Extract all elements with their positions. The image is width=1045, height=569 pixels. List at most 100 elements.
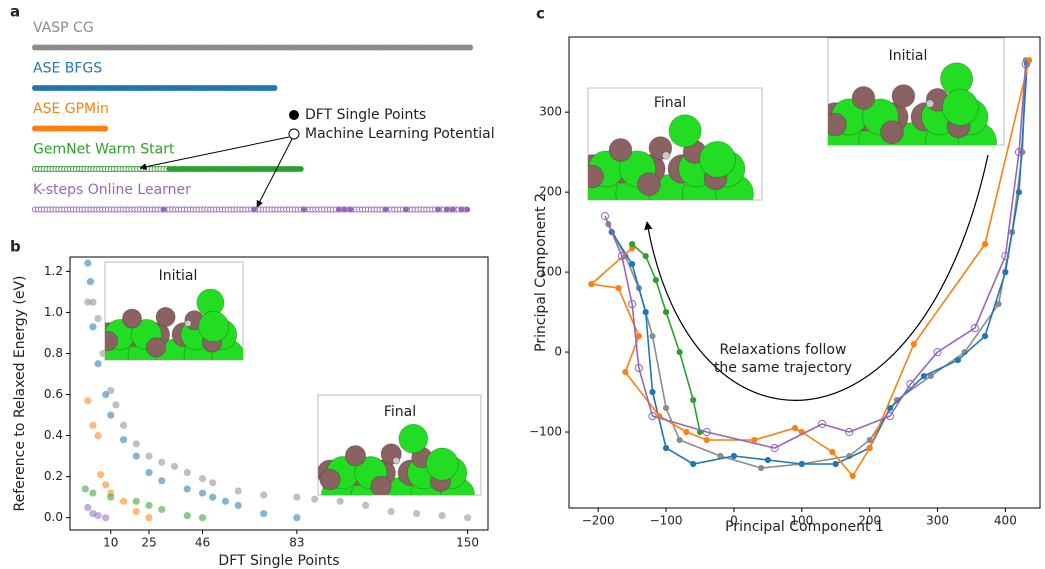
point xyxy=(662,308,670,316)
dft-points xyxy=(32,85,278,91)
point xyxy=(622,368,629,376)
x-tick-label: 150 xyxy=(456,536,479,550)
point xyxy=(634,363,644,373)
point xyxy=(84,259,92,267)
legend-marker xyxy=(289,110,299,120)
row-label: K-steps Online Learner xyxy=(33,182,191,198)
point xyxy=(764,456,771,464)
x-tick-label: −100 xyxy=(650,514,683,528)
point xyxy=(84,298,92,306)
dft-point xyxy=(467,44,474,51)
dft-points xyxy=(32,125,109,132)
atom xyxy=(319,468,341,491)
point xyxy=(954,356,961,364)
point xyxy=(293,493,301,501)
point xyxy=(818,419,827,429)
point xyxy=(158,477,166,485)
point xyxy=(648,411,657,421)
panel-a: VASP CG ASE BFGS ASE GPMin GemNet Warm Star… xyxy=(31,20,495,213)
atom xyxy=(184,319,192,327)
point xyxy=(628,299,637,309)
point xyxy=(96,470,105,479)
inset-label: Initial xyxy=(889,48,928,64)
y-tick-label: 1.0 xyxy=(44,305,63,319)
point xyxy=(662,444,670,452)
y-tick-label: 0 xyxy=(554,345,562,359)
point xyxy=(89,298,97,306)
point xyxy=(84,397,92,405)
point xyxy=(933,347,942,357)
point xyxy=(145,501,153,509)
trajectory xyxy=(611,64,1028,465)
atom xyxy=(398,423,429,454)
x-tick-label: 25 xyxy=(141,536,156,550)
x-axis-label: DFT Single Points xyxy=(218,553,339,569)
inset-structure xyxy=(105,288,243,360)
atom xyxy=(122,308,143,329)
point xyxy=(600,212,610,221)
point xyxy=(170,462,179,470)
point xyxy=(1002,269,1009,276)
point xyxy=(102,390,110,399)
legend-label: Machine Learning Potential xyxy=(305,126,495,142)
dft-point xyxy=(271,85,278,91)
dft-point xyxy=(251,206,257,213)
point xyxy=(198,489,207,497)
x-tick-label: 300 xyxy=(926,514,949,528)
trajectory xyxy=(604,64,1027,449)
point xyxy=(89,489,97,497)
point xyxy=(885,411,895,421)
panel-label: a xyxy=(10,3,20,21)
point xyxy=(119,421,128,429)
legend-marker xyxy=(288,128,300,140)
point xyxy=(119,436,128,444)
point xyxy=(158,458,166,466)
dft-point xyxy=(341,206,348,213)
point xyxy=(703,436,710,444)
panel-label: c xyxy=(536,5,545,23)
point xyxy=(336,497,344,505)
point xyxy=(642,253,649,260)
point xyxy=(89,323,97,331)
point xyxy=(995,300,1002,308)
point xyxy=(770,443,779,453)
y-tick-label: 0.2 xyxy=(44,469,63,483)
x-tick-label: 83 xyxy=(289,536,304,550)
atom xyxy=(828,112,847,137)
arrow xyxy=(139,136,290,171)
dft-points xyxy=(32,44,474,51)
point xyxy=(145,468,153,477)
point xyxy=(234,487,242,495)
point xyxy=(649,332,656,340)
point xyxy=(702,427,711,437)
point xyxy=(751,436,758,444)
y-tick-label: 1.2 xyxy=(44,264,63,278)
point xyxy=(866,444,873,452)
y-axis-label: Reference to Relaxed Energy (eV) xyxy=(12,275,28,511)
point xyxy=(102,514,110,522)
point xyxy=(107,493,115,501)
ml-points xyxy=(31,165,170,173)
point xyxy=(615,284,622,292)
atom xyxy=(370,475,392,495)
inset-label: Initial xyxy=(159,268,198,284)
point xyxy=(84,503,92,512)
point xyxy=(1014,148,1024,157)
dft-point xyxy=(402,206,409,213)
x-tick-label: −200 xyxy=(582,514,615,528)
atom xyxy=(392,456,401,465)
panel-label: b xyxy=(10,238,21,256)
point xyxy=(145,514,153,522)
atom xyxy=(105,331,118,351)
dft-point xyxy=(102,125,109,132)
annotation: Relaxations follow xyxy=(720,342,847,358)
atom xyxy=(661,151,671,160)
point xyxy=(183,485,191,493)
point xyxy=(387,507,395,516)
point xyxy=(198,475,207,483)
x-tick-label: 46 xyxy=(195,536,210,550)
y-tick-label: 100 xyxy=(539,265,562,279)
plot-area xyxy=(588,57,1033,480)
point xyxy=(690,396,697,404)
dft-point xyxy=(434,206,441,213)
